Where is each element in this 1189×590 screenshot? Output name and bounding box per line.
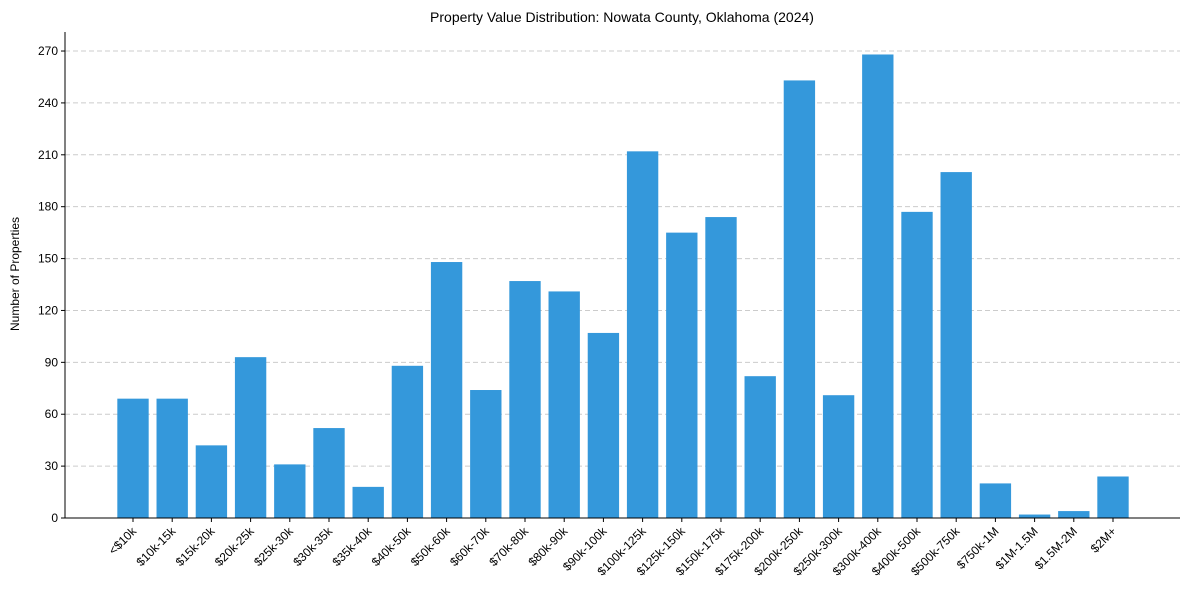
bar [626,151,659,518]
y-tick-label: 240 [38,96,58,110]
y-tick-label: 90 [45,355,59,369]
bars [117,54,1129,519]
y-tick-label: 0 [51,511,58,525]
bar [940,172,972,518]
x-tick-label: $20k-25k [212,524,258,570]
bar [822,395,855,518]
x-tick-label: $15k-20k [173,524,219,570]
bar [1018,514,1051,518]
bar [548,291,580,518]
x-tick-label: $35k-40k [330,524,376,570]
y-tick-label: 270 [38,44,58,58]
x-ticks: <$10k$10k-15k$15k-20k$20k-25k$25k-30k$30… [106,518,1119,578]
bar [901,211,933,518]
bar [391,365,424,518]
y-tick-label: 210 [38,148,58,162]
y-ticks: 0 30 60 90 120 150 180 210 240 270 [38,44,65,525]
bar [666,232,698,518]
chart-title: Property Value Distribution: Nowata Coun… [430,9,814,25]
y-tick-label: 180 [38,200,58,214]
x-tick-label: <$10k [106,524,140,558]
x-tick-label: $40k-50k [369,524,415,570]
bar [744,376,776,518]
bar [274,464,306,518]
bar [705,217,737,519]
bar [509,281,541,518]
bar [1097,476,1129,518]
x-tick-label: $30k-35k [290,524,336,570]
bar [430,262,463,518]
bar [156,398,188,518]
x-tick-label: $50k-60k [408,524,454,570]
x-tick-label: $25k-30k [251,524,297,570]
y-tick-label: 120 [38,303,58,317]
axes [64,32,1180,519]
x-tick-label: $1.5M-2M [1032,524,1080,572]
bar [195,445,228,518]
bar [470,390,502,518]
x-tick-label: $60k-70k [447,524,493,570]
y-axis-title: Number of Properties [8,217,22,331]
x-tick-label: $10k-15k [134,524,180,570]
bar [1058,511,1090,518]
y-tick-label: 60 [45,407,59,421]
x-tick-label: $2M+ [1088,524,1119,555]
bar [352,486,384,518]
bar [783,80,816,518]
bar [587,332,620,518]
y-tick-label: 30 [45,459,59,473]
y-tick-label: 150 [38,252,58,266]
bar [234,357,267,518]
bar [862,54,894,519]
bar [117,398,149,518]
bar [313,428,345,518]
x-tick-label: $70k-80k [486,524,532,570]
bar [979,483,1012,518]
grid-lines [65,50,1180,467]
